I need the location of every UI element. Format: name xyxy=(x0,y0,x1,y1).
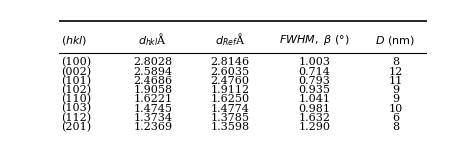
Text: 1.3598: 1.3598 xyxy=(210,122,250,132)
Text: 9: 9 xyxy=(392,85,399,95)
Text: 1.6250: 1.6250 xyxy=(210,94,250,104)
Text: (101): (101) xyxy=(61,76,91,86)
Text: 1.290: 1.290 xyxy=(299,122,330,132)
Text: 1.9112: 1.9112 xyxy=(210,85,250,95)
Text: 1.6221: 1.6221 xyxy=(133,94,173,104)
Text: (002): (002) xyxy=(61,67,91,77)
Text: 12: 12 xyxy=(388,67,402,77)
Text: (103): (103) xyxy=(61,103,91,114)
Text: 1.4745: 1.4745 xyxy=(133,104,173,114)
Text: 2.4760: 2.4760 xyxy=(210,76,250,86)
Text: 2.8028: 2.8028 xyxy=(133,58,173,67)
Text: 0.935: 0.935 xyxy=(299,85,330,95)
Text: 1.041: 1.041 xyxy=(299,94,330,104)
Text: (102): (102) xyxy=(61,85,91,95)
Text: $D\ \mathrm{(nm)}$: $D\ \mathrm{(nm)}$ xyxy=(375,33,415,47)
Text: $d_{hkl}$Å: $d_{hkl}$Å xyxy=(138,32,167,48)
Text: 2.5894: 2.5894 xyxy=(133,67,173,77)
Text: 2.4686: 2.4686 xyxy=(133,76,173,86)
Text: 1.4774: 1.4774 xyxy=(210,104,249,114)
Text: 1.2369: 1.2369 xyxy=(133,122,173,132)
Text: 8: 8 xyxy=(392,58,399,67)
Text: $d_{Ref}$Å: $d_{Ref}$Å xyxy=(215,32,246,48)
Text: (100): (100) xyxy=(61,57,91,68)
Text: 9: 9 xyxy=(392,94,399,104)
Text: 10: 10 xyxy=(388,104,402,114)
Text: (112): (112) xyxy=(61,113,91,123)
Text: 1.003: 1.003 xyxy=(299,58,330,67)
Text: 0.981: 0.981 xyxy=(299,104,330,114)
Text: 2.8146: 2.8146 xyxy=(210,58,250,67)
Text: 11: 11 xyxy=(388,76,402,86)
Text: $(hkl)$: $(hkl)$ xyxy=(61,33,87,47)
Text: (201): (201) xyxy=(61,122,91,132)
Text: 2.6035: 2.6035 xyxy=(210,67,250,77)
Text: 1.632: 1.632 xyxy=(299,113,330,123)
Text: 1.3785: 1.3785 xyxy=(210,113,250,123)
Text: 1.9058: 1.9058 xyxy=(133,85,173,95)
Text: 0.714: 0.714 xyxy=(299,67,330,77)
Text: 8: 8 xyxy=(392,122,399,132)
Text: 1.3734: 1.3734 xyxy=(133,113,173,123)
Text: (110): (110) xyxy=(61,94,91,105)
Text: 0.793: 0.793 xyxy=(299,76,330,86)
Text: $FWHM,\ \beta\ (°)$: $FWHM,\ \beta\ (°)$ xyxy=(279,33,350,47)
Text: 6: 6 xyxy=(392,113,399,123)
